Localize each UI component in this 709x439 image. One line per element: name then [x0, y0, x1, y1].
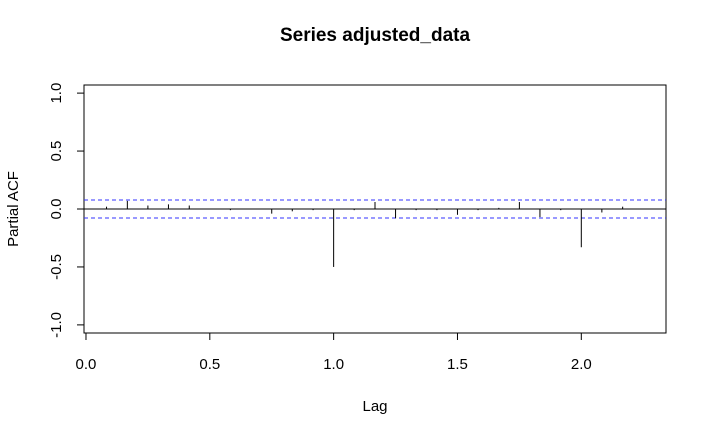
x-axis-label: Lag	[362, 398, 387, 415]
y-axis-label: Partial ACF	[5, 171, 22, 247]
x-tick-label: 0.0	[76, 356, 97, 373]
x-tick-label: 0.5	[199, 356, 220, 373]
y-tick-label: -1.0	[48, 312, 65, 338]
y-tick-label: -0.5	[48, 254, 65, 280]
x-tick-label: 2.0	[571, 356, 592, 373]
x-tick-label: 1.0	[323, 356, 344, 373]
x-tick-label: 1.5	[447, 356, 468, 373]
y-tick-label: 0.0	[48, 199, 65, 220]
y-tick-label: 0.5	[48, 141, 65, 162]
y-tick-label: 1.0	[48, 83, 65, 104]
chart-title: Series adjusted_data	[280, 25, 471, 46]
